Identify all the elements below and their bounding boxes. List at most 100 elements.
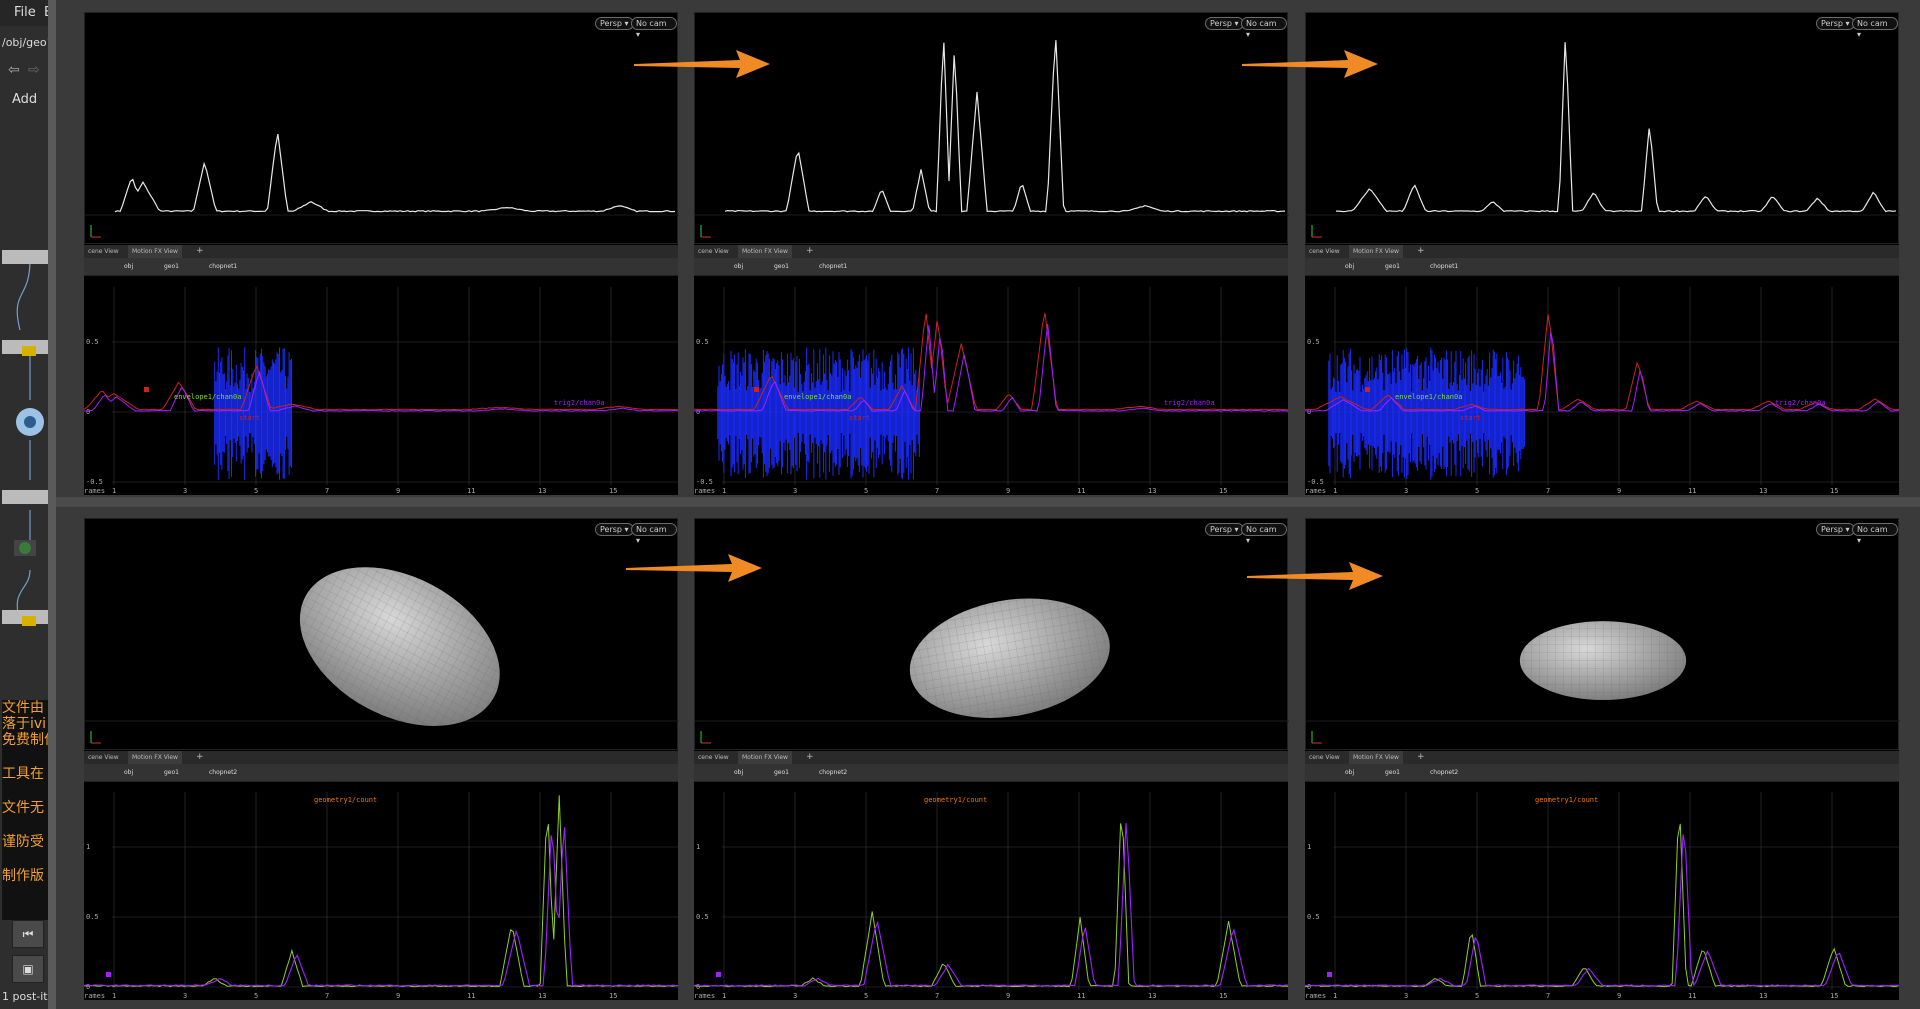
- camera-menu-button[interactable]: No cam ▾: [1852, 523, 1898, 545]
- y-tick-label: 0.5: [1307, 913, 1320, 921]
- channel-graph[interactable]: 1 3 5 7 9 11 13 15 rames 0.5 0 -0.5 envelope1/chan0a…: [693, 287, 1289, 495]
- node-tile[interactable]: [2, 250, 48, 264]
- tab-motion-fx-view[interactable]: Motion FX View: [738, 751, 792, 764]
- scene-viewport[interactable]: Persp ▾ No cam ▾: [694, 12, 1289, 244]
- keyframe-marker[interactable]: [106, 972, 111, 977]
- channel-graph[interactable]: 1 3 5 7 9 11 13 15 rames 0.5 0 -0.5 envelope1/chan0a…: [83, 287, 679, 495]
- x-tick-label: 1: [112, 992, 116, 1000]
- x-tick-label: 15: [609, 487, 617, 495]
- add-tab-button[interactable]: +: [196, 752, 204, 762]
- crumb-obj[interactable]: obj: [124, 769, 134, 776]
- tab-motion-fx-view[interactable]: Motion FX View: [128, 751, 182, 764]
- vertical-splitter[interactable]: [48, 0, 56, 1009]
- keyframe-marker[interactable]: [144, 387, 149, 392]
- tab-motion-fx-view[interactable]: Motion FX View: [128, 245, 182, 258]
- purple-count-curve: [83, 827, 679, 987]
- scene-viewport[interactable]: Persp ▾ No cam ▾: [84, 12, 679, 244]
- x-tick-label: 15: [1830, 992, 1838, 1000]
- x-tick-label: 9: [1617, 487, 1621, 495]
- x-tick-label: 1: [722, 487, 726, 495]
- crumb-chopnet[interactable]: chopnet2: [209, 769, 238, 776]
- tab-scene-view[interactable]: cene View: [698, 754, 729, 761]
- envelope-channel: [1328, 347, 1525, 480]
- trig-label: trig2/chan0a: [1164, 399, 1215, 407]
- tab-motion-fx-view[interactable]: Motion FX View: [1349, 751, 1403, 764]
- channel-graph[interactable]: 1 3 5 7 9 11 13 15 rames 1 0.5 0 geometry1/count: [1304, 792, 1900, 1000]
- crumb-obj[interactable]: obj: [734, 769, 744, 776]
- crumb-chopnet[interactable]: chopnet1: [1430, 263, 1459, 270]
- viewport-canvas: [85, 567, 679, 744]
- geometry-count-label: geometry1/count: [314, 796, 377, 804]
- crumb-geo1[interactable]: geo1: [164, 769, 179, 776]
- tab-scene-view[interactable]: cene View: [88, 248, 119, 255]
- scene-viewport[interactable]: Persp ▾ No cam ▾: [84, 518, 679, 750]
- tab-scene-view[interactable]: cene View: [1309, 754, 1340, 761]
- tab-scene-view[interactable]: cene View: [88, 754, 119, 761]
- persp-menu-button[interactable]: Persp ▾: [1816, 523, 1855, 536]
- x-tick-label: 7: [935, 992, 939, 1000]
- crumb-chopnet[interactable]: chopnet2: [1430, 769, 1459, 776]
- crumb-obj[interactable]: obj: [1345, 769, 1355, 776]
- scene-viewport[interactable]: Persp ▾ No cam ▾: [1305, 12, 1900, 244]
- crumb-geo1[interactable]: geo1: [1385, 263, 1400, 270]
- forward-arrow-icon[interactable]: ⇨: [28, 62, 40, 78]
- x-tick-label: 13: [1148, 487, 1156, 495]
- persp-menu-button[interactable]: Persp ▾: [595, 17, 634, 30]
- horizontal-splitter[interactable]: [56, 497, 1920, 507]
- camera-menu-button[interactable]: No cam ▾: [1852, 17, 1898, 39]
- keyframe-marker[interactable]: [716, 972, 721, 977]
- network-path[interactable]: /obj/geo1: [2, 36, 50, 49]
- tab-motion-fx-view[interactable]: Motion FX View: [738, 245, 792, 258]
- add-tab-button[interactable]: +: [1417, 752, 1425, 762]
- tab-scene-view[interactable]: cene View: [698, 248, 729, 255]
- crumb-geo1[interactable]: geo1: [164, 263, 179, 270]
- rewind-button[interactable]: ⏮: [12, 920, 44, 948]
- keyframe-marker[interactable]: [754, 387, 759, 392]
- audio-wave-curve: [1336, 42, 1897, 213]
- frames-label: rames: [694, 487, 715, 495]
- crumb-obj[interactable]: obj: [1345, 263, 1355, 270]
- add-tab-button[interactable]: +: [806, 246, 814, 256]
- menu-file[interactable]: File: [14, 5, 36, 20]
- crumb-geo1[interactable]: geo1: [1385, 769, 1400, 776]
- channel-graph[interactable]: 1 3 5 7 9 11 13 15 rames 0.5 0 -0.5 envelope1/chan0a…: [1304, 287, 1900, 495]
- orange-arrow-icon: [634, 50, 770, 78]
- add-tab-button[interactable]: +: [806, 752, 814, 762]
- keyframe-marker[interactable]: [1327, 972, 1332, 977]
- back-arrow-icon[interactable]: ⇦: [8, 62, 20, 78]
- x-tick-label: 9: [1006, 487, 1010, 495]
- y-tick-label: 1: [86, 843, 90, 851]
- crumb-chopnet[interactable]: chopnet1: [819, 263, 848, 270]
- channel-graph[interactable]: 1 3 5 7 9 11 13 15 rames 1 0.5 0 geometry1/count: [83, 792, 679, 1000]
- add-tab-button[interactable]: +: [1417, 246, 1425, 256]
- add-tab-button[interactable]: +: [196, 246, 204, 256]
- crumb-chopnet[interactable]: chopnet2: [819, 769, 848, 776]
- crumb-chopnet[interactable]: chopnet1: [209, 263, 238, 270]
- persp-menu-button[interactable]: Persp ▾: [1205, 17, 1244, 30]
- viewport-canvas: [1306, 621, 1900, 744]
- crumb-geo1[interactable]: geo1: [774, 769, 789, 776]
- playback-tool-button[interactable]: ▣: [12, 955, 44, 983]
- tab-motion-fx-view[interactable]: Motion FX View: [1349, 245, 1403, 258]
- camera-menu-button[interactable]: No cam ▾: [631, 17, 677, 39]
- x-tick-label: 11: [1688, 992, 1696, 1000]
- pane-tab-bar: cene View Motion FX View +: [84, 245, 678, 258]
- viewport-canvas: [695, 40, 1289, 238]
- camera-menu-button[interactable]: No cam ▾: [1241, 17, 1287, 39]
- scene-viewport[interactable]: Persp ▾ No cam ▾: [694, 518, 1289, 750]
- x-tick-label: 3: [1404, 992, 1408, 1000]
- channel-graph[interactable]: 1 3 5 7 9 11 13 15 rames 1 0.5 0 geometry1/count: [693, 792, 1289, 1000]
- purple-channel-curve: [1304, 331, 1899, 412]
- crumb-obj[interactable]: obj: [124, 263, 134, 270]
- persp-menu-button[interactable]: Persp ▾: [1816, 17, 1855, 30]
- tab-scene-view[interactable]: cene View: [1309, 248, 1340, 255]
- crumb-geo1[interactable]: geo1: [774, 263, 789, 270]
- add-button[interactable]: Add: [12, 92, 38, 107]
- camera-menu-button[interactable]: No cam ▾: [631, 523, 677, 545]
- scene-viewport[interactable]: Persp ▾ No cam ▾: [1305, 518, 1900, 750]
- camera-menu-button[interactable]: No cam ▾: [1241, 523, 1287, 545]
- crumb-obj[interactable]: obj: [734, 263, 744, 270]
- top-panel-3: Persp ▾ No cam ▾ cene View Motion FX View + o…: [1304, 12, 1900, 495]
- keyframe-marker[interactable]: [1365, 387, 1370, 392]
- envelope-label: envelope1/chan0a: [174, 393, 241, 401]
